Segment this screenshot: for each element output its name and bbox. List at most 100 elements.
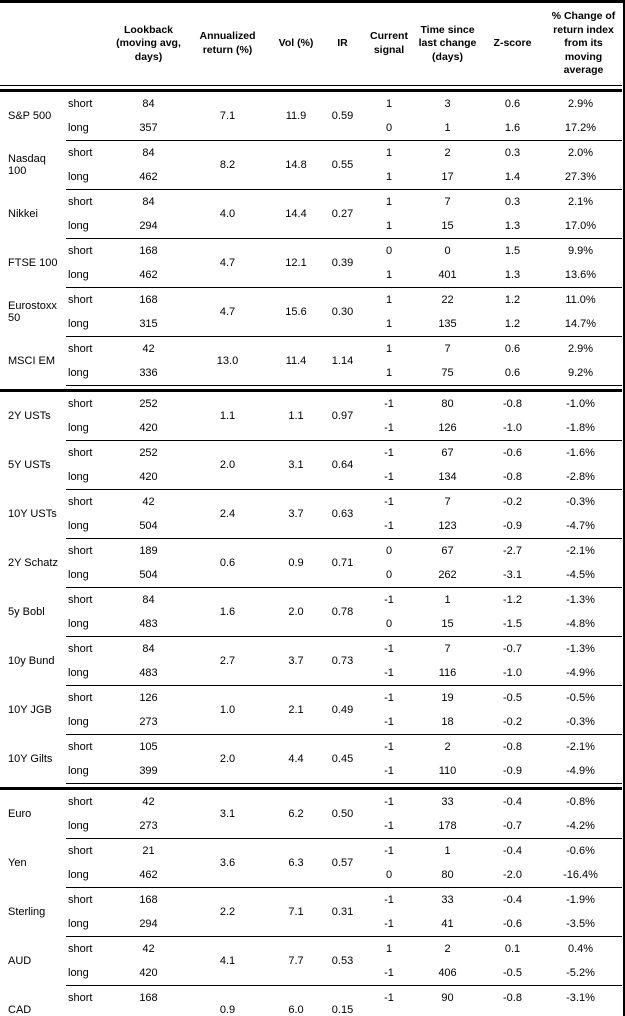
asset-row-short: 10Y Gilts short 105 2.0 4.4 0.45 -1 2 -0… (0, 734, 622, 784)
current-signal-long: -1 (384, 520, 394, 532)
asset-row-long: long 420 -1 126 -1.0 -1.8% (0, 416, 622, 441)
asset-row-long: long 504 -1 123 -0.9 -4.7% (0, 514, 622, 539)
time-since-long: 134 (438, 471, 457, 483)
asset-row-long: long 462 0 80 -2.0 -16.4% (0, 863, 622, 888)
vol: 11.9 (285, 110, 307, 122)
z-score-short: 1.5 (480, 238, 545, 263)
lookback-short: 84 (112, 189, 185, 214)
z-score-long: -0.9 (503, 520, 522, 532)
pct-change-short: -1.9% (545, 887, 622, 912)
time-since-short: 22 (415, 287, 480, 312)
z-score-short: -0.5 (480, 685, 545, 710)
asset-row-short: 2Y Schatz short 189 0.6 0.9 0.71 0 67 -2… (0, 538, 622, 588)
vol: 3.7 (270, 489, 322, 539)
annualized-return: 0.6 (185, 538, 270, 588)
row-label-long: long (68, 367, 89, 379)
pct-change-short: -0.6% (545, 838, 622, 863)
header-asset (0, 3, 66, 86)
time-since-long: 15 (441, 220, 454, 232)
lookback-short: 126 (112, 685, 185, 710)
header-time-since: Time since last change (days) (418, 23, 477, 63)
lookback-long: 273 (139, 820, 158, 832)
vol: 2.0 (270, 587, 322, 637)
asset-row-short: MSCI EM short 42 13.0 11.4 1.14 1 7 0.6 … (0, 336, 622, 386)
asset-name: Sterling (8, 906, 46, 918)
time-since-short: 7 (415, 336, 480, 361)
current-signal-short: -1 (363, 838, 415, 863)
current-signal-long: 0 (385, 618, 393, 630)
asset-row-short: Nasdaq 100 short 84 8.2 14.8 0.55 1 2 0.… (0, 140, 622, 190)
row-label-short: short (66, 440, 112, 465)
time-since-short: 19 (415, 685, 480, 710)
current-signal-long: 1 (385, 269, 393, 281)
current-signal-short: -1 (363, 985, 415, 1010)
row-label-long: long (68, 569, 89, 581)
current-signal-long: -1 (384, 716, 394, 728)
z-score-long: -0.7 (503, 820, 522, 832)
lookback-short: 42 (112, 336, 185, 361)
lookback-long: 273 (139, 716, 158, 728)
ir: 0.55 (322, 140, 363, 190)
current-signal-long: -1 (384, 667, 394, 679)
pct-change-long: -16.4% (563, 869, 598, 881)
lookback-short: 42 (112, 936, 185, 961)
annualized-return: 2.7 (185, 636, 270, 686)
pct-change-long: 17.0% (564, 220, 597, 232)
z-score-long: -2.0 (503, 869, 522, 881)
current-signal-short: -1 (363, 887, 415, 912)
lookback-short: 252 (112, 440, 185, 465)
asset-row-short: 5y Bobl short 84 1.6 2.0 0.78 -1 1 -1.2 … (0, 587, 622, 637)
row-label-long: long (66, 1010, 112, 1016)
annualized-return: 2.0 (185, 440, 270, 490)
ir: 0.57 (322, 838, 363, 888)
pct-change-short: 0.4% (545, 936, 622, 961)
time-since-short: 2 (415, 936, 480, 961)
row-label-short: short (66, 489, 112, 514)
row-label-long: long (68, 618, 89, 630)
current-signal-long: 0 (385, 569, 393, 581)
annualized-return: 4.7 (185, 287, 270, 337)
time-since-long: 126 (438, 422, 457, 434)
z-score-long: -0.5 (503, 967, 522, 979)
ir: 0.53 (322, 936, 363, 986)
asset-name: 10Y USTs (8, 508, 57, 520)
row-label-long: long (68, 422, 89, 434)
lookback-short: 252 (139, 398, 158, 410)
z-score-short: -0.4 (480, 838, 545, 863)
ir: 0.71 (322, 538, 363, 588)
time-since-short: 2 (415, 734, 480, 759)
current-signal-long: 1 (385, 220, 393, 232)
row-label-short: short (68, 98, 93, 110)
vol: 6.0 (270, 985, 322, 1016)
pct-change-long: 13.6% (564, 269, 597, 281)
asset-name: Eurostoxx 50 (8, 300, 57, 324)
time-since-short: 7 (415, 636, 480, 661)
row-label-short: short (68, 398, 93, 410)
header-vol: Vol (%) (278, 37, 314, 50)
lookback-short: 84 (112, 587, 185, 612)
z-score-short: -0.8 (480, 985, 545, 1010)
current-signal-long: 0 (385, 869, 393, 881)
lookback-short: 84 (142, 98, 155, 110)
current-signal-short: 0 (363, 538, 415, 563)
pct-change-long: -4.9% (566, 765, 595, 777)
annualized-return: 8.2 (185, 140, 270, 190)
z-score-long: 1.6 (504, 122, 521, 134)
asset-row-long: long 294 -1 41 -0.6 -3.5% (0, 912, 622, 937)
pct-change-long: -4.5% (566, 569, 595, 581)
z-score-short: -0.8 (480, 734, 545, 759)
vol: 7.7 (270, 936, 322, 986)
asset-row-long: long 315 1 135 1.2 14.7% (0, 312, 622, 337)
current-signal-short: 1 (363, 287, 415, 312)
asset-row-short: Euro short 42 3.1 6.2 0.50 -1 33 -0.4 -0… (0, 789, 622, 820)
asset-name: MSCI EM (8, 355, 56, 367)
lookback-long: 462 (139, 171, 158, 183)
annualized-return: 1.6 (185, 587, 270, 637)
lookback-long: 294 (139, 918, 158, 930)
vol: 2.1 (270, 685, 322, 735)
pct-change-short: -0.5% (545, 685, 622, 710)
pct-change-short: -3.1% (545, 985, 622, 1010)
asset-name: 10Y JGB (8, 704, 52, 716)
ir: 0.73 (322, 636, 363, 686)
ir: 0.39 (322, 238, 363, 288)
